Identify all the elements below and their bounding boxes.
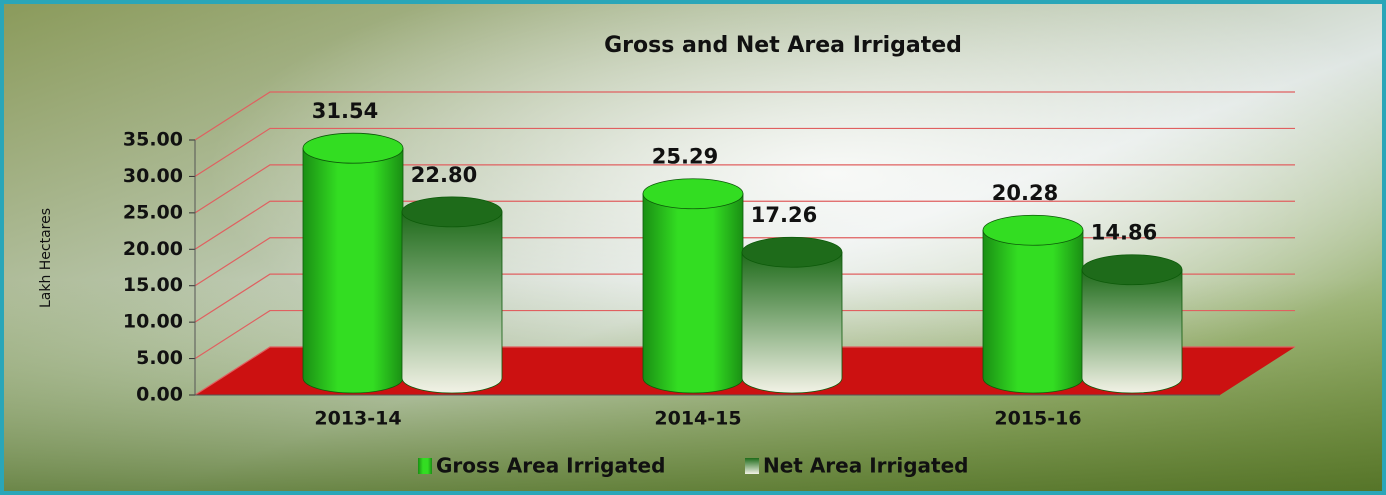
y-tick-label: 20.00 [123,238,183,260]
bar-top [982,214,1084,246]
bar [741,251,843,394]
x-tick-label: 2014-15 [654,408,741,430]
y-tick-label: 15.00 [123,274,183,296]
grid-line [194,309,1295,360]
value-label: 17.26 [751,203,817,227]
grid-line [194,127,1295,177]
legend-label: Gross Area Irrigated [436,454,665,478]
grid-line [194,200,1295,250]
bar-top [401,196,503,228]
y-tick-label: 35.00 [123,129,183,151]
grid-line [194,237,1295,287]
grid-line [194,346,1295,396]
value-label: 22.80 [411,163,477,187]
bar [642,193,744,394]
bar [401,211,503,394]
y-tick-label: 25.00 [123,201,183,223]
value-label: 25.29 [652,145,718,169]
y-tick-label: 30.00 [123,165,183,187]
grid-line [194,273,1295,323]
value-label: 14.86 [1091,221,1157,245]
y-tick-label: 0.00 [136,384,183,406]
bar [1081,269,1183,394]
bar-top [302,132,404,164]
bar-top [642,178,744,210]
bar [302,147,404,394]
bar [982,229,1084,394]
legend-swatch [418,458,432,474]
x-tick-label: 2013-14 [314,408,401,430]
y-axis-label: Lakh Hectares [38,208,54,308]
legend-swatch [745,458,759,474]
x-tick-label: 2015-16 [994,408,1081,430]
bar-top [1081,254,1183,286]
y-tick-label: 10.00 [123,311,183,333]
legend-label: Net Area Irrigated [763,454,968,478]
chart-title: Gross and Net Area Irrigated [604,33,962,58]
value-label: 20.28 [992,181,1058,205]
value-label: 31.54 [312,99,378,123]
bar-top [741,236,843,268]
grid-line [194,164,1295,214]
grid-line [194,91,1295,141]
y-tick-label: 5.00 [136,347,183,369]
